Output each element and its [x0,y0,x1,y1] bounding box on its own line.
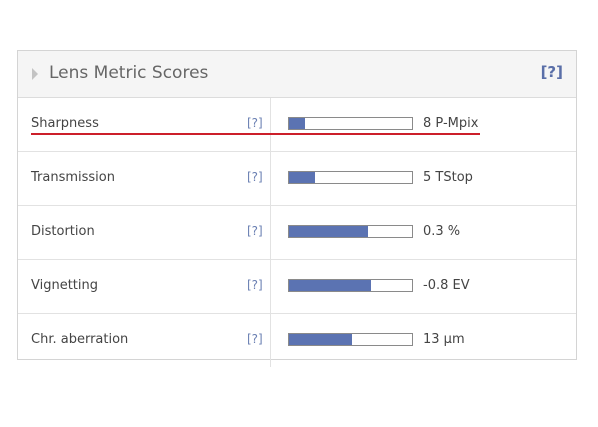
metric-value: 13 µm [423,332,465,347]
metric-help-link[interactable]: [?] [247,332,263,346]
metric-value: 5 TStop [423,170,473,185]
metric-help-link[interactable]: [?] [247,278,263,292]
score-bar-fill [289,334,352,345]
score-bar [288,333,413,346]
header-help-link[interactable]: [?] [540,63,563,81]
score-bar-fill [289,118,305,129]
column-divider [270,152,271,205]
metric-name: Vignetting [31,278,99,293]
expand-arrow-icon[interactable] [32,68,38,80]
metric-value: -0.8 EV [423,278,470,293]
metric-name: Sharpness [31,116,99,131]
metric-name: Distortion [31,224,95,239]
metric-name: Transmission [31,170,115,185]
metric-value: 8 P-Mpix [423,116,479,131]
metric-help-link[interactable]: [?] [247,116,263,130]
column-divider [270,98,271,151]
score-bar-fill [289,280,372,291]
panel-title: Lens Metric Scores [49,63,209,83]
metric-help-link[interactable]: [?] [247,170,263,184]
metric-name: Chr. aberration [31,332,129,347]
highlight-underline [31,133,480,135]
column-divider [270,314,271,367]
metric-row-chromatic-aberration: Chr. aberration [?] 13 µm [18,314,576,367]
score-bar [288,117,413,130]
column-divider [270,260,271,313]
metric-row-transmission: Transmission [?] 5 TStop [18,152,576,206]
lens-metric-scores-panel: Lens Metric Scores [?] Sharpness [?] 8 P… [17,50,577,367]
score-bar [288,225,413,238]
score-bar-fill [289,172,315,183]
metric-value: 0.3 % [423,224,461,239]
metric-row-sharpness: Sharpness [?] 8 P-Mpix [18,98,576,152]
metric-row-vignetting: Vignetting [?] -0.8 EV [18,260,576,314]
metric-help-link[interactable]: [?] [247,224,263,238]
score-bar-fill [289,226,368,237]
metric-row-distortion: Distortion [?] 0.3 % [18,206,576,260]
column-divider [270,206,271,259]
score-bar [288,279,413,292]
score-bar [288,171,413,184]
panel-header[interactable]: Lens Metric Scores [?] [18,51,576,98]
